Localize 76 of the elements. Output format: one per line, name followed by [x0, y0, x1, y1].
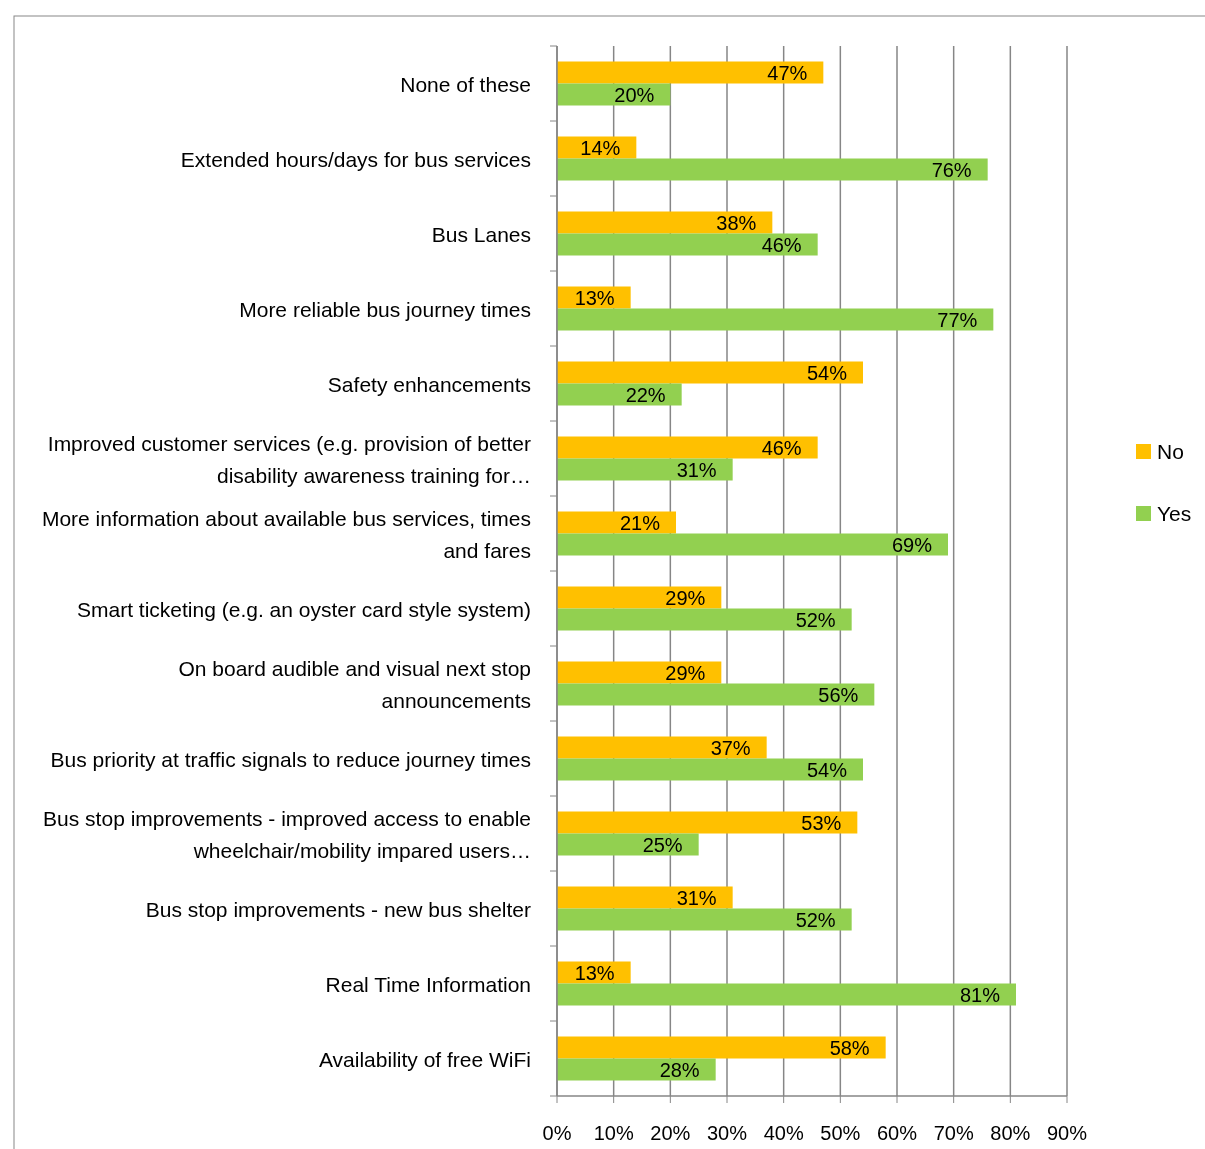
y-tick-label: Safety enhancements	[327, 372, 531, 396]
data-label: 37%	[710, 736, 751, 759]
y-tick-label: Bus stop improvements - new bus shelter	[145, 897, 531, 921]
data-label: 56%	[818, 683, 859, 706]
data-label: 52%	[795, 908, 836, 931]
bar	[557, 908, 852, 931]
data-label: 77%	[937, 308, 978, 331]
bar	[557, 586, 722, 609]
bar	[557, 436, 818, 459]
bar	[557, 833, 699, 856]
bar	[557, 608, 852, 631]
y-tick-label: Bus priority at traffic signals to reduce journey times	[50, 747, 531, 771]
bar	[557, 811, 858, 834]
data-label: 53%	[801, 811, 842, 834]
legend-label: Yes	[1157, 502, 1192, 525]
y-tick-label: Improved customer services (e.g. provision of better disability awareness training for…	[47, 431, 531, 487]
y-tick-label: None of these	[400, 72, 531, 96]
data-label: 31%	[676, 458, 717, 481]
x-tick-label: 10%	[593, 1122, 634, 1144]
bar	[557, 1036, 886, 1059]
x-tick-label: 90%	[1046, 1122, 1088, 1144]
bar	[557, 886, 733, 909]
y-tick-label: On board audible and visual next stop announcements	[178, 656, 531, 712]
data-label: 21%	[619, 511, 661, 534]
x-tick-label: 20%	[650, 1122, 691, 1144]
x-tick-label: 0%	[542, 1122, 572, 1144]
x-tick-label: 60%	[876, 1122, 918, 1144]
y-tick-label: Bus Lanes	[431, 222, 531, 246]
data-label: 47%	[767, 61, 808, 84]
bar	[557, 458, 733, 481]
y-tick-label: Real Time Information	[325, 972, 531, 996]
y-tick-label: More reliable bus journey times	[239, 297, 531, 321]
data-label: 69%	[891, 533, 933, 556]
y-tick-label: Smart ticketing (e.g. an oyster card style system)	[77, 597, 531, 621]
bar	[557, 758, 863, 781]
data-label: 20%	[614, 83, 655, 106]
bar	[557, 1058, 716, 1081]
bar	[557, 211, 773, 234]
x-tick-label: 40%	[763, 1122, 804, 1144]
y-tick-label: Extended hours/days for bus services	[180, 147, 531, 171]
bar	[557, 308, 994, 331]
x-tick-label: 30%	[706, 1122, 748, 1144]
bar	[557, 736, 767, 759]
y-tick-label: Bus stop improvements - improved access to enable wheelchair/mobility impared users…	[43, 806, 531, 862]
bar	[557, 61, 824, 84]
data-label: 29%	[665, 661, 706, 684]
data-label: 22%	[625, 383, 666, 406]
bar	[557, 661, 722, 684]
data-label: 29%	[665, 586, 706, 609]
data-label: 28%	[659, 1058, 700, 1081]
data-label: 58%	[829, 1036, 870, 1059]
x-tick-label: 70%	[933, 1122, 974, 1144]
y-tick-label: Availability of free WiFi	[318, 1047, 531, 1071]
data-label: 54%	[806, 758, 848, 781]
data-label: 76%	[931, 158, 972, 181]
data-label: 81%	[959, 983, 1001, 1006]
bar	[557, 158, 988, 181]
legend-label: No	[1157, 440, 1184, 463]
data-label: 46%	[761, 436, 802, 459]
bar	[557, 533, 948, 556]
data-label: 38%	[716, 211, 757, 234]
bar	[557, 233, 818, 256]
data-label: 13%	[574, 961, 615, 984]
data-label: 54%	[806, 361, 848, 384]
x-tick-label: 80%	[990, 1122, 1031, 1144]
x-tick-label: 50%	[820, 1122, 861, 1144]
bar	[557, 983, 1016, 1006]
bar	[557, 683, 875, 706]
data-label: 25%	[642, 833, 683, 856]
data-label: 31%	[676, 886, 717, 909]
bar	[557, 361, 863, 384]
y-tick-label: More information about available bus services, times and fares	[41, 506, 531, 562]
data-label: 13%	[574, 286, 615, 309]
data-label: 52%	[795, 608, 836, 631]
data-label: 14%	[580, 136, 621, 159]
data-label: 46%	[761, 233, 802, 256]
